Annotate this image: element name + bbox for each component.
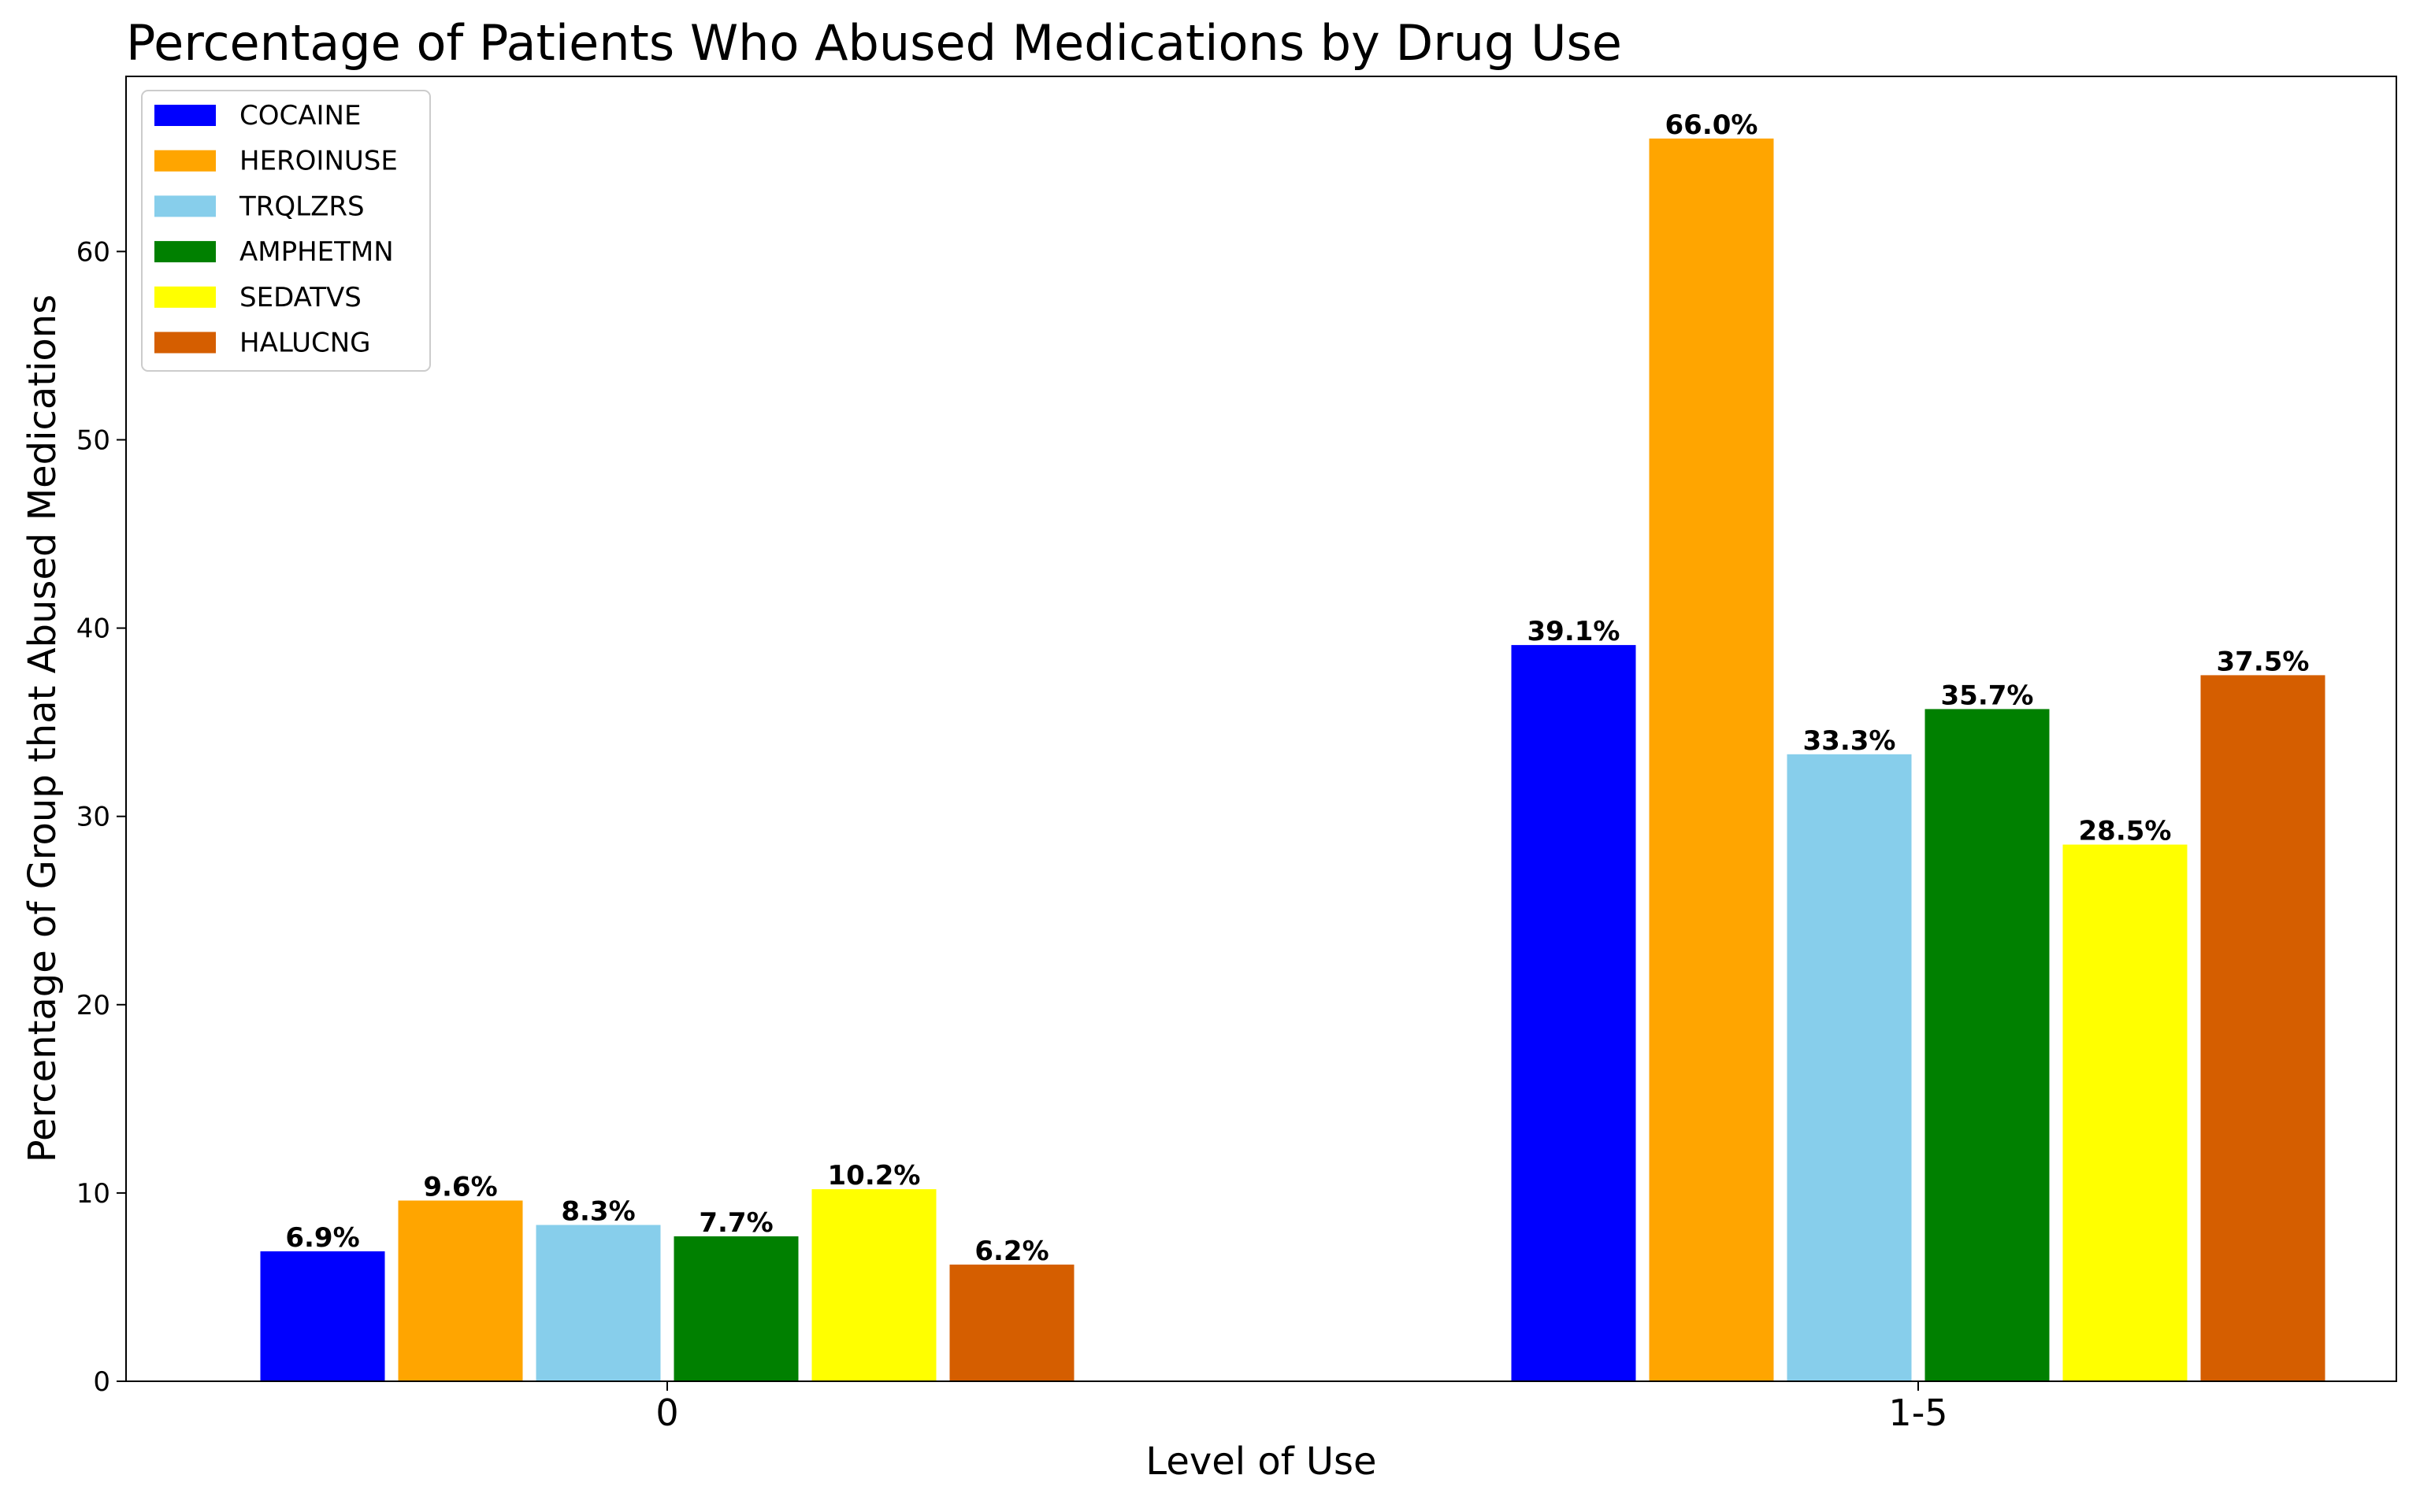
legend-swatch-trqlzrs [154,195,216,217]
data-label-heroinuse-0: 9.6% [423,1172,497,1203]
legend: COCAINE HEROINUSE TRQLZRS AMPHETMN SEDATVS HA… [141,90,431,372]
legend-swatch-cocaine [154,105,216,126]
bar-amphetmn-1 [1924,709,2050,1381]
bars-group [260,138,2325,1381]
bar-cocaine-0 [260,1251,385,1381]
legend-label-trqlzrs: TRQLZRS [239,191,365,222]
data-label-amphetmn-0: 7.7% [699,1207,773,1239]
bar-trqlzrs-0 [536,1225,661,1381]
legend-swatch-amphetmn [154,241,216,263]
data-label-sedatvs-1: 28.5% [2079,816,2172,847]
data-label-trqlzrs-1: 33.3% [1803,725,1896,757]
data-label-heroinuse-1: 66.0% [1665,109,1758,141]
bar-heroinuse-0 [398,1200,523,1381]
data-label-amphetmn-1: 35.7% [1941,680,2034,711]
bar-cocaine-1 [1511,645,1636,1381]
legend-label-heroinuse: HEROINUSE [239,146,398,177]
y-tick-label: 40 [76,613,110,645]
bar-trqlzrs-1 [1787,754,1912,1381]
data-label-sedatvs-0: 10.2% [828,1160,921,1191]
y-tick-label: 10 [76,1178,110,1210]
data-label-cocaine-1: 39.1% [1527,616,1620,647]
legend-label-halucng: HALUCNG [239,328,370,359]
plot-frame [125,76,2397,1382]
bar-heroinuse-1 [1649,138,1774,1381]
legend-swatch-heroinuse [154,150,216,172]
data-label-trqlzrs-0: 8.3% [561,1196,635,1228]
y-tick-label: 30 [76,802,110,833]
x-tick-label: 0 [655,1392,678,1434]
legend-label-amphetmn: AMPHETMN [239,236,394,268]
bar-amphetmn-0 [674,1236,799,1381]
y-tick-label: 20 [76,990,110,1021]
bar-sedatvs-0 [811,1189,937,1381]
chart-title: Percentage of Patients Who Abused Medica… [126,14,1622,72]
y-tick-label: 50 [76,424,110,456]
value-labels-group: 6.9% 9.6% 8.3% 7.7% 10.2% 6.2% 39.1% 66.0% 33.3%… [285,109,2309,1267]
y-axis-label: Percentage of Group that Abused Medicati… [20,295,65,1162]
bar-halucng-1 [2200,675,2325,1381]
legend-label-sedatvs: SEDATVS [239,282,362,313]
bar-halucng-0 [949,1264,1075,1381]
x-tick-label: 1-5 [1888,1392,1947,1434]
data-label-halucng-1: 37.5% [2217,646,2310,677]
legend-swatch-halucng [154,332,216,354]
data-label-halucng-0: 6.2% [974,1236,1049,1267]
x-axis-label: Level of Use [1145,1440,1376,1484]
bar-sedatvs-1 [2062,844,2188,1381]
data-label-cocaine-0: 6.9% [285,1222,359,1254]
y-axis: 0 10 20 30 40 50 60 [76,236,126,1398]
legend-swatch-sedatvs [154,286,216,308]
legend-label-cocaine: COCAINE [239,100,361,132]
y-tick-label: 60 [76,236,110,268]
y-tick-label: 0 [93,1366,110,1398]
x-axis: 0 1-5 [655,1381,1948,1434]
